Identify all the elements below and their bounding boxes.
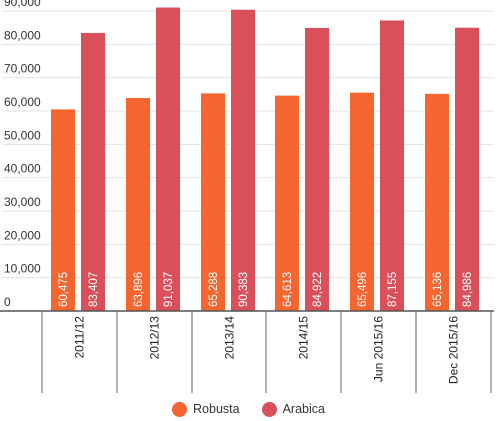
y-tick-label: 10,000 [4,262,41,276]
x-tick-label: 2014/15 [297,316,311,360]
legend-label-arabica: Arabica [282,402,325,416]
bars [51,7,479,312]
data-label-robusta: 64,613 [282,272,294,307]
bar-arabica[interactable] [81,32,105,312]
x-tick-label: Dec 2015/16 [447,316,461,384]
data-label-robusta: 65,288 [208,272,220,307]
bar-robusta[interactable] [126,98,150,311]
data-label-robusta: 63,896 [133,272,145,307]
legend-item-robusta[interactable]: Robusta [172,401,240,417]
bar-arabica[interactable] [380,20,404,311]
x-tick-label: 2013/14 [223,316,237,360]
bar-robusta[interactable] [201,93,225,311]
data-label-arabica: 87,155 [387,272,399,307]
bar-arabica[interactable] [305,27,329,311]
y-tick-label: 90,000 [4,0,41,9]
x-tick-label: 2011/12 [73,316,87,359]
data-labels: 60,475 83,407 63,896 91,037 65,288 90,383 64,6… [58,272,474,307]
bar-robusta[interactable] [51,109,75,312]
y-axis-tick-labels: 0 10,000 20,000 30,000 40,000 50,000 60,000 70,… [4,0,41,309]
x-tick-label: Jun 2015/16 [372,316,386,382]
x-axis: 2011/12 2012/13 2013/14 2014/15 Jun 2015/16 D… [0,310,494,393]
data-label-robusta: 60,475 [58,272,70,307]
y-tick-label: 0 [4,295,11,309]
bar-arabica[interactable] [231,9,255,312]
bar-arabica[interactable] [455,27,479,312]
bar-arabica[interactable] [156,7,180,311]
legend-swatch-robusta [172,401,188,417]
y-tick-label: 60,000 [4,95,41,109]
legend: Robusta Arabica [0,398,497,420]
y-tick-label: 20,000 [4,228,41,242]
data-label-robusta: 65,496 [357,272,369,307]
data-label-arabica: 90,383 [238,272,250,307]
legend-item-arabica[interactable]: Arabica [261,401,325,417]
y-tick-label: 80,000 [4,28,41,42]
y-tick-label: 70,000 [4,62,41,76]
y-tick-label: 40,000 [4,162,41,176]
data-label-arabica: 84,922 [312,272,324,307]
y-tick-label: 50,000 [4,128,41,142]
bar-robusta[interactable] [350,92,374,312]
legend-label-robusta: Robusta [193,402,240,416]
legend-swatch-arabica [261,401,277,417]
data-label-arabica: 83,407 [88,272,100,307]
data-label-arabica: 91,037 [163,272,175,307]
data-label-robusta: 65,136 [432,272,444,307]
bar-robusta[interactable] [275,95,299,311]
x-tick-label: 2012/13 [148,316,162,360]
bar-robusta[interactable] [425,93,449,311]
y-tick-label: 30,000 [4,195,41,209]
data-label-arabica: 84,986 [462,272,474,307]
